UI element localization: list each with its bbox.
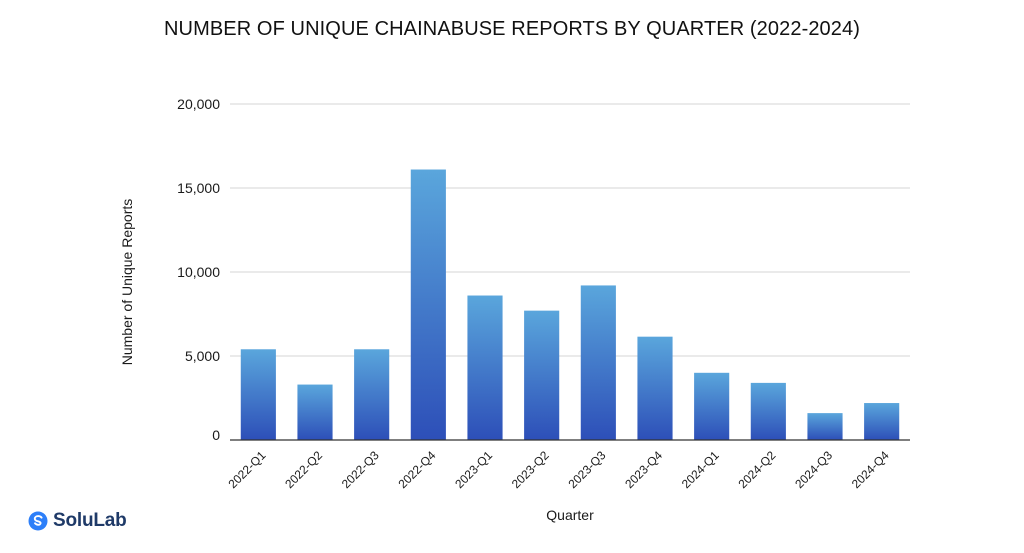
- chart-title: NUMBER OF UNIQUE CHAINABUSE REPORTS BY Q…: [164, 18, 860, 40]
- bar-2022-q3: [354, 349, 390, 440]
- x-tick-label: 2023-Q4: [622, 448, 665, 491]
- solulab-logo: SoluLab: [28, 510, 127, 532]
- y-axis-title: Number of Unique Reports: [119, 199, 135, 366]
- x-tick-label: 2024-Q3: [792, 448, 835, 491]
- y-tick-label: 10,000: [177, 264, 220, 280]
- x-tick-label: 2024-Q1: [679, 448, 722, 491]
- bar-2024-q1: [694, 372, 730, 440]
- bars: [240, 169, 900, 440]
- y-axis-ticks: 0 5,000 10,000 15,000 20,000: [177, 96, 220, 443]
- solulab-logo-icon: [28, 511, 48, 531]
- gridlines: [230, 103, 910, 357]
- x-tick-label: 2024-Q4: [849, 448, 892, 491]
- x-axis-ticks: 2022-Q1 2022-Q2 2022-Q3 2022-Q4 2023-Q1 2023-…: [226, 448, 892, 491]
- x-tick-label: 2023-Q2: [509, 448, 552, 491]
- bar-2023-q4: [637, 336, 673, 440]
- bar-2024-q3: [807, 413, 843, 440]
- bar-2024-q4: [864, 403, 900, 440]
- bar-2022-q1: [240, 349, 276, 440]
- bar-2023-q3: [580, 285, 616, 440]
- bar-2022-q4: [410, 169, 446, 440]
- x-tick-label: 2023-Q3: [566, 448, 609, 491]
- bar-2023-q1: [467, 295, 503, 440]
- x-tick-label: 2022-Q3: [339, 448, 382, 491]
- bar-2024-q2: [750, 382, 786, 440]
- bar-2022-q2: [297, 384, 333, 440]
- y-tick-label: 0: [212, 427, 220, 443]
- x-axis-title: Quarter: [546, 507, 594, 523]
- solulab-logo-text: SoluLab: [53, 510, 127, 531]
- x-tick-label: 2022-Q4: [396, 448, 439, 491]
- bar-2023-q2: [524, 310, 560, 440]
- y-tick-label: 15,000: [177, 180, 220, 196]
- y-tick-label: 5,000: [185, 348, 220, 364]
- x-tick-label: 2024-Q2: [736, 448, 779, 491]
- x-tick-label: 2022-Q1: [226, 448, 269, 491]
- x-tick-label: 2022-Q2: [282, 448, 325, 491]
- x-tick-label: 2023-Q1: [452, 448, 495, 491]
- y-tick-label: 20,000: [177, 96, 220, 112]
